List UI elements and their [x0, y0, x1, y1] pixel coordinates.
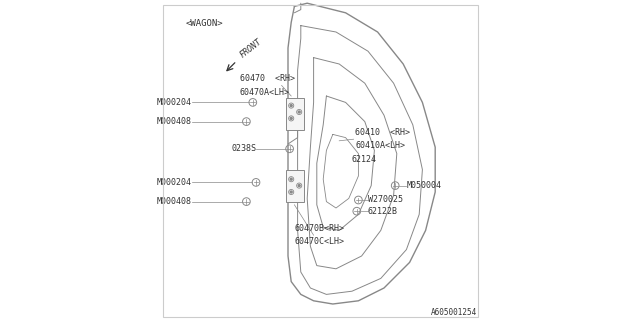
Text: W270025: W270025	[368, 196, 403, 204]
Text: 60470B<RH>: 60470B<RH>	[294, 224, 344, 233]
Bar	[287, 98, 304, 130]
Text: 60410A<LH>: 60410A<LH>	[355, 141, 405, 150]
Text: <WAGON>: <WAGON>	[186, 19, 223, 28]
Circle shape	[291, 178, 292, 180]
Circle shape	[291, 117, 292, 119]
Circle shape	[291, 105, 292, 107]
Circle shape	[298, 185, 300, 187]
Text: 60410  <RH>: 60410 <RH>	[355, 128, 410, 137]
Text: M000204: M000204	[157, 178, 192, 187]
Text: 62124: 62124	[352, 156, 377, 164]
Text: M000408: M000408	[157, 197, 192, 206]
Text: 62122B: 62122B	[368, 207, 398, 216]
Text: M000204: M000204	[157, 98, 192, 107]
Bar	[287, 170, 304, 202]
Text: 60470A<LH>: 60470A<LH>	[240, 88, 290, 97]
Text: M000408: M000408	[157, 117, 192, 126]
Text: 60470  <RH>: 60470 <RH>	[240, 74, 295, 83]
Circle shape	[291, 191, 292, 193]
Text: 0238S: 0238S	[231, 144, 256, 153]
Text: 60470C<LH>: 60470C<LH>	[294, 237, 344, 246]
Text: A605001254: A605001254	[431, 308, 477, 317]
Circle shape	[298, 111, 300, 113]
Text: M050004: M050004	[406, 181, 442, 190]
Text: FRONT: FRONT	[239, 37, 264, 59]
